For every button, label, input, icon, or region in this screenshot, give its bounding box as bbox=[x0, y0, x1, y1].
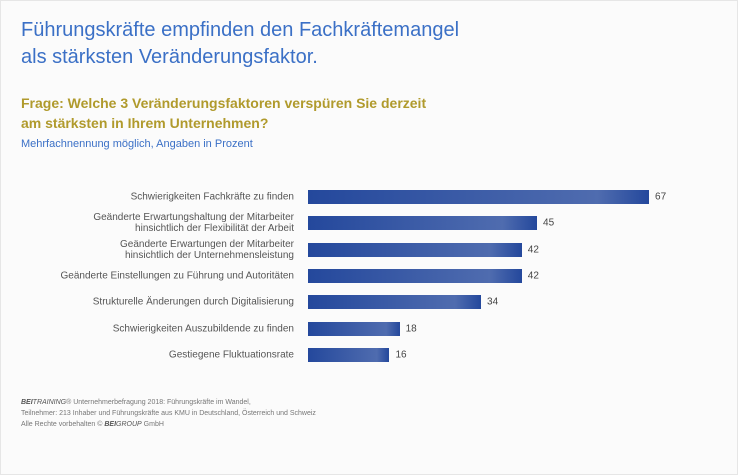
footer-text: Teilnehmer: 213 Inhaber und Führungskräf… bbox=[21, 410, 316, 417]
value-label: 18 bbox=[405, 323, 417, 334]
brand-bold: BEI bbox=[104, 421, 117, 428]
bar bbox=[308, 268, 522, 283]
category-label: Schwierigkeiten Fachkräfte zu finden bbox=[130, 191, 294, 203]
question: Frage: Welche 3 Veränderungsfaktoren ver… bbox=[21, 95, 427, 131]
category-label: Gestiegene Fluktuationsrate bbox=[168, 349, 294, 361]
bar bbox=[308, 295, 482, 310]
value-label: 16 bbox=[395, 349, 407, 361]
value-label: 45 bbox=[543, 217, 555, 229]
footer-text: Alle Rechte vorbehalten © bbox=[21, 421, 105, 428]
footer-line: BEITRAINING® Unternehmerbefragung 2018: … bbox=[21, 397, 316, 408]
bar bbox=[308, 242, 522, 257]
category-label: Strukturelle Änderungen durch Digitalisi… bbox=[92, 296, 294, 308]
category-label: Schwierigkeiten Auszubildende zu finden bbox=[112, 323, 294, 334]
footer-text: ® Unternehmerbefragung 2018: Führungskrä… bbox=[66, 399, 251, 406]
category-label: Geänderte Erwartungen der Mitarbeiter hi… bbox=[120, 238, 294, 261]
footer-line: Alle Rechte vorbehalten © BEIGROUP GmbH bbox=[21, 419, 316, 430]
bar bbox=[308, 347, 390, 362]
value-label: 42 bbox=[527, 244, 539, 256]
bar bbox=[308, 190, 650, 204]
footer: BEITRAINING® Unternehmerbefragung 2018: … bbox=[21, 397, 316, 430]
value-label: 34 bbox=[487, 296, 499, 308]
footer-text: GmbH bbox=[141, 421, 164, 428]
category-label: Geänderte Erwartungshaltung der Mitarbei… bbox=[93, 212, 294, 235]
brand-italic: TRAINING bbox=[32, 399, 67, 406]
brand-italic: GROUP bbox=[116, 421, 142, 428]
chart-title: Führungskräfte empfinden den Fachkräftem… bbox=[21, 19, 460, 68]
subtitle: Mehrfachnennung möglich, Angaben in Proz… bbox=[21, 138, 253, 150]
value-label: 67 bbox=[655, 191, 667, 203]
value-label: 42 bbox=[527, 270, 539, 282]
bar bbox=[308, 216, 538, 231]
category-label: Geänderte Einstellungen zu Führung und A… bbox=[60, 270, 295, 282]
bar bbox=[308, 321, 400, 336]
footer-line: Teilnehmer: 213 Inhaber und Führungskräf… bbox=[21, 408, 316, 419]
brand-bold: BEI bbox=[21, 399, 33, 406]
